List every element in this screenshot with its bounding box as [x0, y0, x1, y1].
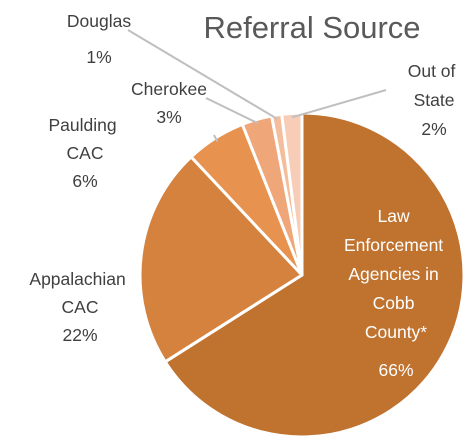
leader-lines [127, 29, 387, 143]
slice-value-cherokee: 3% [156, 107, 181, 127]
leader-line-paulding [213, 134, 219, 143]
pie-slice-law-enforcement [163, 111, 466, 439]
leader-line-cherokee [205, 97, 259, 125]
slice-label-cherokee: Cherokee [131, 79, 207, 99]
slice-label-out-of-state: Out of State [408, 61, 461, 110]
chart-title: Referral Source [203, 10, 420, 45]
pie-slices [138, 111, 466, 439]
leader-line-douglas [127, 29, 278, 120]
slice-value-appalachian: 22% [62, 325, 97, 345]
pie-slice-appalachian [138, 155, 304, 364]
slice-value-paulding: 6% [72, 171, 97, 191]
pie-slice-out-of-state [280, 111, 304, 277]
slice-value-out-of-state: 2% [421, 119, 446, 139]
slice-label-law-enforcement: Law Enforcement Agencies in Cobb County* [344, 206, 448, 342]
slice-value-douglas: 1% [86, 47, 111, 67]
slice-value-law-enforcement: 66% [378, 360, 413, 380]
leader-line-out-of-state [291, 89, 387, 119]
slice-label-paulding: Paulding CAC [49, 115, 122, 163]
slice-label-douglas: Douglas [67, 11, 131, 31]
slice-label-appalachian: Appalachian CAC [29, 269, 130, 317]
